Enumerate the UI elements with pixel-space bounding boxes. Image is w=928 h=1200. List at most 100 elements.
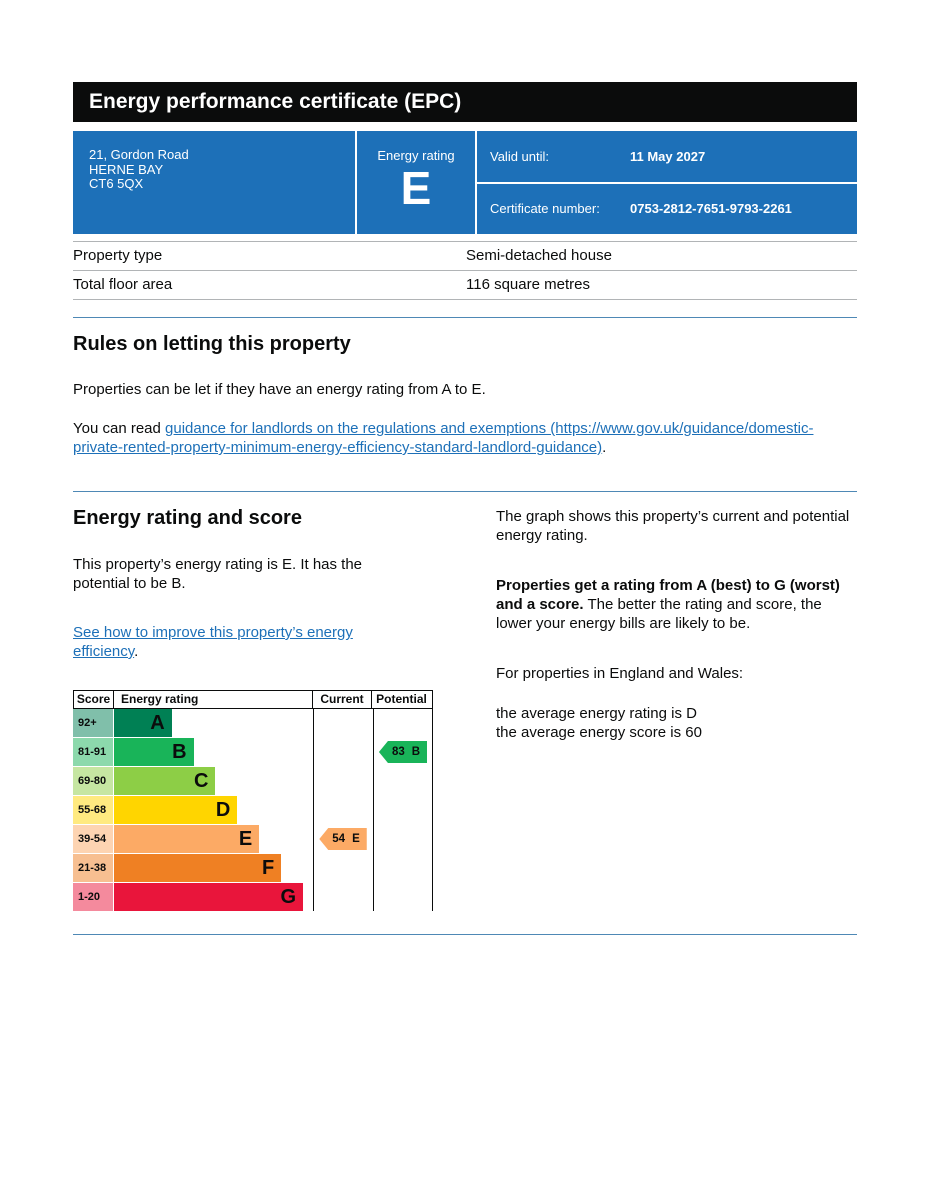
band-bar-cell: D xyxy=(114,796,313,824)
epc-band-row-a: 92+ A xyxy=(73,709,432,737)
address-line-2: HERNE BAY xyxy=(89,161,164,177)
epc-band-row-d: 55-68 D xyxy=(73,796,432,824)
rating-explanation-column: The graph shows this property’s current … xyxy=(496,507,857,911)
band-bar-b: B xyxy=(114,738,194,766)
row-value: Semi-detached house xyxy=(466,247,612,264)
potential-rating-cell xyxy=(373,854,433,882)
marker-score: 54 xyxy=(332,832,346,845)
landlord-guidance-link[interactable]: guidance for landlords on the regulation… xyxy=(73,420,814,456)
averages-text: the average energy rating is D the avera… xyxy=(496,704,857,742)
certificate-title-bar: Energy performance certificate (EPC) xyxy=(73,82,857,122)
band-letter: D xyxy=(215,799,231,821)
row-label: Total floor area xyxy=(73,276,173,293)
guidance-paragraph: You can read guidance for landlords on t… xyxy=(73,419,857,457)
row-label: Property type xyxy=(73,247,163,264)
band-letter: G xyxy=(280,886,297,908)
improve-paragraph: See how to improve this property’s energ… xyxy=(73,623,413,661)
section-divider xyxy=(73,491,857,492)
current-rating-marker: 54 E xyxy=(319,828,367,850)
potential-rating-cell: 83 B xyxy=(373,738,433,766)
potential-rating-cell xyxy=(373,796,433,824)
valid-until-label: Valid until: xyxy=(490,148,550,164)
rating-heading: Energy rating and score xyxy=(73,507,302,529)
band-bar-d: D xyxy=(114,796,238,824)
rating-score-column: Energy rating and score This property’s … xyxy=(73,507,455,911)
address-line-1: 21, Gordon Road xyxy=(89,147,189,162)
potential-rating-cell xyxy=(373,767,433,795)
guidance-prefix: You can read xyxy=(73,420,166,437)
chart-header-row: Score Energy rating Current Potential xyxy=(73,690,433,709)
address-line-3: CT6 5QX xyxy=(89,176,144,191)
band-bar-cell: F xyxy=(114,854,313,882)
band-letter: E xyxy=(238,828,253,850)
potential-rating-cell xyxy=(373,825,433,853)
potential-rating-cell xyxy=(373,709,433,737)
current-rating-cell: 54 E xyxy=(313,825,373,853)
band-letter: F xyxy=(261,857,275,879)
graph-intro: The graph shows this property’s current … xyxy=(496,508,850,544)
improve-efficiency-link[interactable]: See how to improve this property’s energ… xyxy=(73,624,353,660)
rating-explanation: Properties get a rating from A (best) to… xyxy=(496,576,857,633)
band-letter: C xyxy=(194,770,209,792)
band-letter: B xyxy=(172,741,187,763)
rules-section: Rules on letting this property Propertie… xyxy=(73,333,857,457)
current-rating-cell xyxy=(313,796,373,824)
table-row-property-type: Property type Semi-detached house xyxy=(73,242,857,271)
current-rating-cell xyxy=(313,767,373,795)
column-gap xyxy=(455,507,496,911)
band-bar-f: F xyxy=(114,854,282,882)
epc-rating-chart: Score Energy rating Current Potential 92… xyxy=(73,690,433,911)
band-bar-cell: G xyxy=(114,883,313,911)
table-row-floor-area: Total floor area 116 square metres xyxy=(73,271,857,300)
potential-rating-marker: 83 B xyxy=(378,741,428,763)
chart-header-current: Current xyxy=(313,691,372,708)
band-score-range: 55-68 xyxy=(73,796,113,824)
rating-explanation-rest: The better the rating and score, the low… xyxy=(496,596,822,632)
band-bar-g: G xyxy=(114,883,304,911)
certificate-number-row: Certificate number: 0753-2812-7651-9793-… xyxy=(477,181,857,235)
band-score-range: 92+ xyxy=(73,709,113,737)
average-score-line: the average energy score is 60 xyxy=(496,724,702,741)
page-title: Energy performance certificate (EPC) xyxy=(89,90,462,113)
current-rating-cell xyxy=(313,854,373,882)
epc-band-row-f: 21-38 F xyxy=(73,854,432,882)
certificate-meta: Valid until: 11 May 2027 Certificate num… xyxy=(477,131,857,234)
property-address: 21, Gordon Road HERNE BAY CT6 5QX xyxy=(73,131,357,234)
epc-band-row-e: 39-54 E 54 E xyxy=(73,825,432,853)
certificate-number-label: Certificate number: xyxy=(490,201,600,217)
valid-until-row: Valid until: 11 May 2027 xyxy=(477,131,857,182)
marker-score: 83 xyxy=(391,745,405,758)
band-bar-a: A xyxy=(114,709,172,737)
band-score-range: 21-38 xyxy=(73,854,113,882)
guidance-suffix: . xyxy=(602,439,607,456)
improve-suffix: . xyxy=(134,643,139,660)
marker-letter: E xyxy=(352,832,360,845)
current-rating-cell xyxy=(313,883,373,911)
rules-paragraph: Properties can be let if they have an en… xyxy=(73,381,486,398)
band-bar-cell: A xyxy=(114,709,313,737)
row-value: 116 square metres xyxy=(466,276,590,293)
current-rating-cell xyxy=(313,738,373,766)
band-score-range: 81-91 xyxy=(73,738,113,766)
energy-rating-label: Energy rating xyxy=(377,148,455,163)
band-score-range: 1-20 xyxy=(73,883,113,911)
band-bar-cell: B xyxy=(114,738,313,766)
current-rating-cell xyxy=(313,709,373,737)
valid-until-value: 11 May 2027 xyxy=(630,148,706,164)
rating-explanation-bold: Properties get a rating from A (best) to… xyxy=(496,577,840,613)
epc-band-row-b: 81-91 B 83 B xyxy=(73,738,432,766)
epc-band-row-c: 69-80 C xyxy=(73,767,432,795)
average-rating-line: the average energy rating is D xyxy=(496,705,697,722)
energy-rating-section: Energy rating and score This property’s … xyxy=(73,507,857,911)
certificate-number-value: 0753-2812-7651-9793-2261 xyxy=(630,201,792,217)
epc-page: Energy performance certificate (EPC) 21,… xyxy=(73,82,857,935)
energy-rating-badge: Energy rating E xyxy=(357,131,477,234)
band-bar-e: E xyxy=(114,825,260,853)
section-divider xyxy=(73,317,857,318)
section-divider xyxy=(73,934,857,935)
england-wales-intro: For properties in England and Wales: xyxy=(496,665,744,682)
band-score-range: 39-54 xyxy=(73,825,113,853)
band-score-range: 69-80 xyxy=(73,767,113,795)
chart-body: 92+ A 81-91 B 83 B 69-80 C 55-68 D 39-54 E 54 E 21-38 F… xyxy=(73,709,433,911)
rating-summary: This property’s energy rating is E. It h… xyxy=(73,556,363,592)
